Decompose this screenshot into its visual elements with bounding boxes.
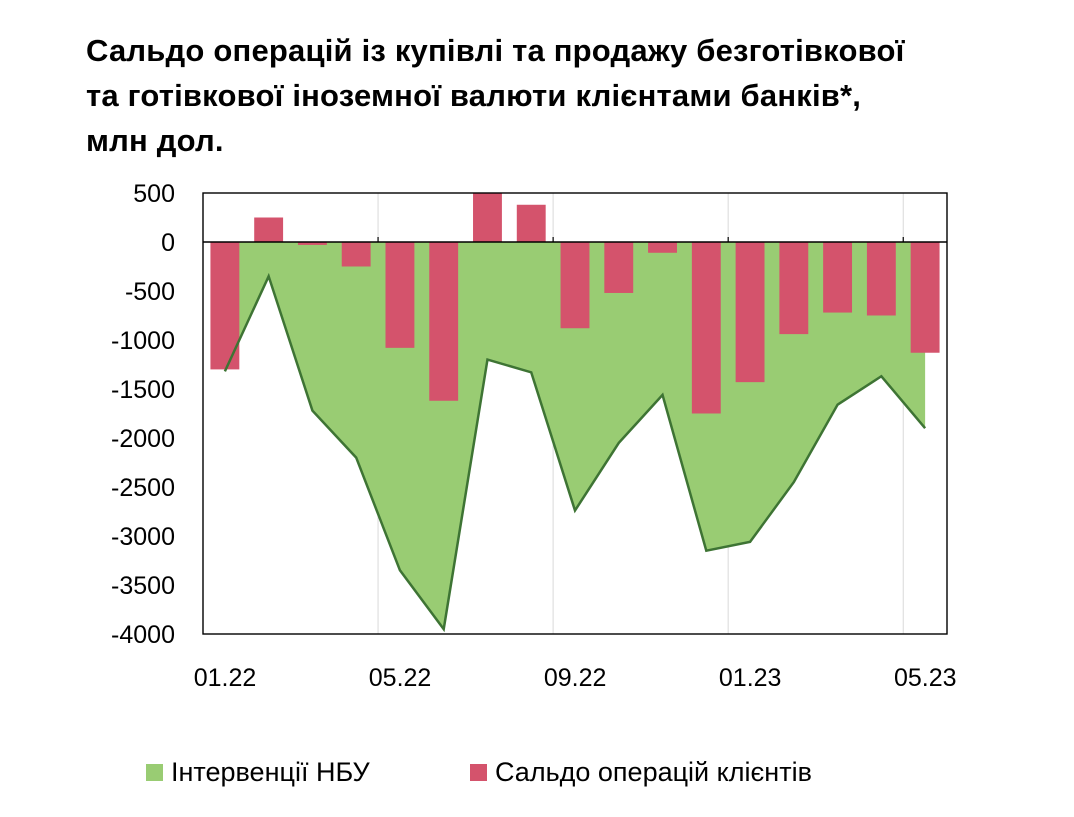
y-tick-label: 0: [161, 229, 175, 257]
y-tick-label: -2500: [111, 474, 175, 502]
legend-label-interventions: Інтервенції НБУ: [171, 756, 370, 787]
bar-client-balance: [341, 242, 371, 267]
y-tick-label: -4000: [111, 621, 175, 649]
bar-client-balance: [297, 242, 327, 245]
bar-client-balance: [823, 242, 853, 313]
line-layer: [223, 272, 927, 633]
legend-label-client-balance: Сальдо операцій клієнтів: [495, 756, 812, 787]
bar-client-balance: [560, 242, 590, 329]
chart-title-line: та готівкової іноземної валюти клієнтами…: [86, 78, 862, 113]
chart-title-line: Сальдо операцій із купівлі та продажу бе…: [86, 33, 905, 68]
bar-client-balance: [648, 242, 677, 253]
y-tick-label: -3500: [111, 572, 175, 600]
bar-client-balance: [779, 242, 809, 335]
bar-client-balance: [604, 242, 634, 293]
bar-client-balance: [385, 242, 415, 348]
plot-border: [202, 192, 948, 635]
legend-swatch-client-balance: [470, 763, 487, 781]
y-tick-label: -3000: [111, 523, 175, 551]
bar-client-balance: [516, 204, 546, 242]
y-tick-label: -1000: [111, 327, 175, 355]
line-interventions: [223, 272, 927, 633]
bar-client-balance: [691, 242, 721, 414]
legend-swatch-interventions: [146, 763, 163, 781]
bar-client-balance: [910, 242, 940, 353]
axis-layer: [202, 192, 948, 635]
y-tick-label: -2000: [111, 425, 175, 453]
x-tick-label: 09.22: [544, 664, 607, 692]
legend-item-client-balance: Сальдо операцій клієнтів: [470, 752, 812, 792]
bar-client-balance: [473, 193, 502, 242]
x-tick-label: 05.23: [894, 664, 957, 692]
chart-title: Сальдо операцій із купівлі та продажу бе…: [86, 28, 1046, 163]
y-tick-label: -1500: [111, 376, 175, 404]
chart-title-line: млн дол.: [86, 123, 224, 158]
x-tick-label: 01.23: [719, 664, 782, 692]
legend: Інтервенції НБУ Сальдо операцій клієнтів: [0, 752, 1074, 792]
label-layer: 500 0 -500 -1000 -1500 -2000 -2500 -3000 -3500 -4…: [111, 180, 956, 692]
y-tick-label: 500: [133, 180, 175, 208]
legend-item-interventions: Інтервенції НБУ: [146, 752, 370, 792]
chart-plot: 500 0 -500 -1000 -1500 -2000 -2500 -3000 -3500 -4…: [111, 180, 956, 692]
y-tick-label: -500: [125, 278, 175, 306]
x-tick-label: 01.22: [194, 664, 257, 692]
bar-client-balance: [866, 242, 896, 316]
bar-client-balance: [735, 242, 765, 383]
bar-client-balance: [429, 242, 459, 401]
bar-client-balance: [254, 217, 284, 242]
x-tick-label: 05.22: [369, 664, 432, 692]
